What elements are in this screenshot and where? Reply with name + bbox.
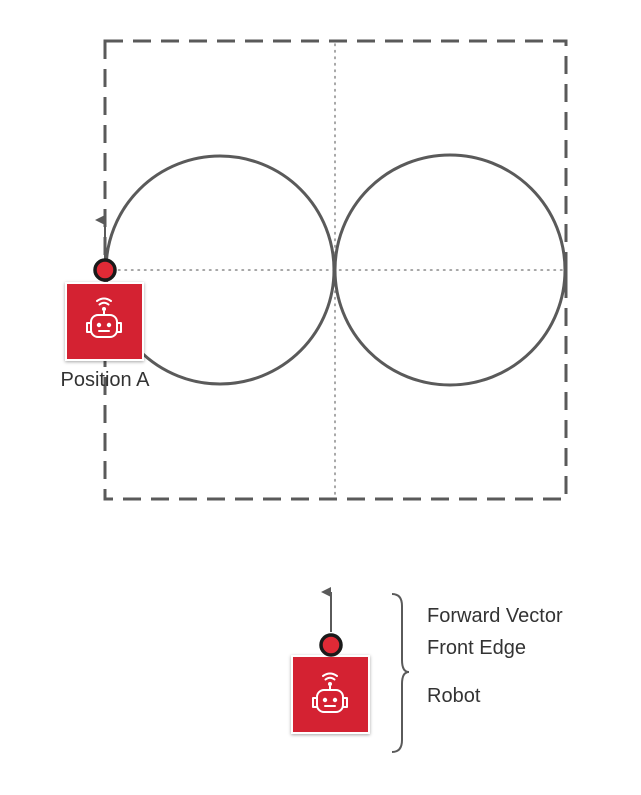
front-edge-label: Front Edge [427,637,526,659]
robot-tile [65,282,144,361]
front-edge-marker [93,258,117,282]
forward-vector-label: Forward Vector [427,605,563,627]
robot-position-a: Position A [61,215,151,391]
legend-robot [291,587,370,734]
legend-brace [391,593,410,753]
legend-front-edge-marker [319,633,343,657]
robot-label: Robot [427,685,481,707]
position-a-label: Position A [61,369,151,391]
legend-robot-tile [291,655,370,734]
